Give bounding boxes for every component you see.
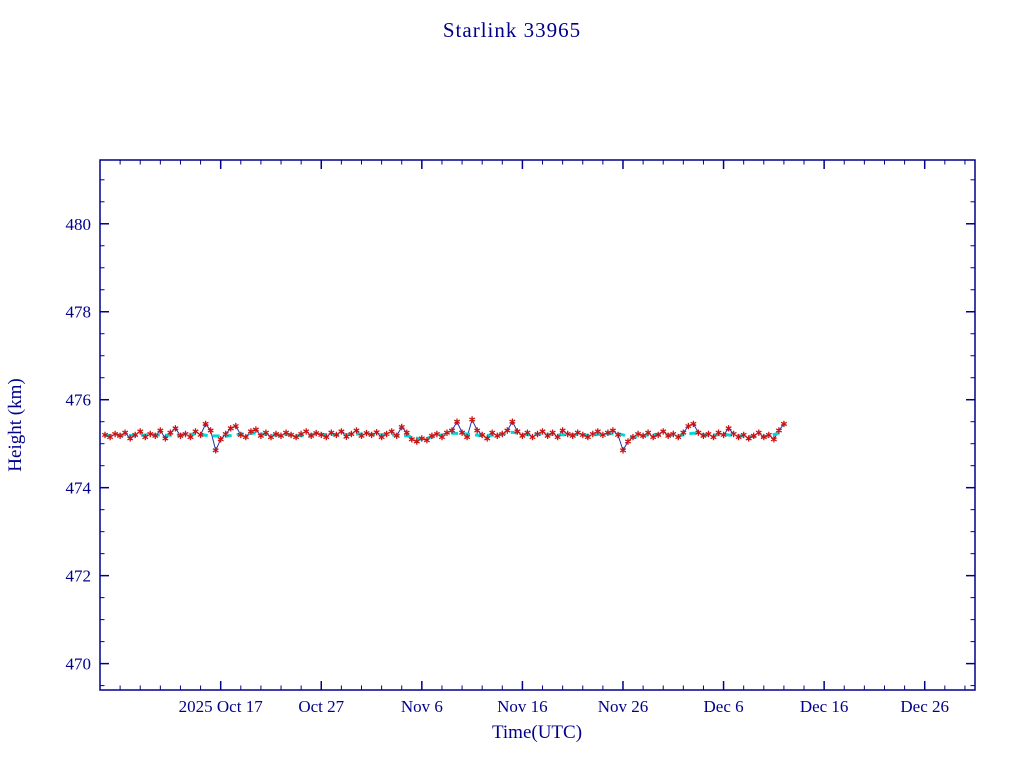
svg-text:Dec 16: Dec 16 <box>800 697 849 716</box>
plot-frame <box>99 159 976 691</box>
svg-text:478: 478 <box>66 303 92 322</box>
svg-text:Nov 6: Nov 6 <box>401 697 443 716</box>
svg-text:476: 476 <box>66 391 92 410</box>
axis-tick-labels: 470 472 474 476 478 480 2025 Oct 17 Oct 27 Nov 6… <box>66 215 950 716</box>
svg-text:Dec 6: Dec 6 <box>704 697 744 716</box>
x-axis-label: Time(UTC) <box>492 722 582 743</box>
svg-text:Oct 27: Oct 27 <box>298 697 344 716</box>
svg-text:2025 Oct 17: 2025 Oct 17 <box>179 697 264 716</box>
svg-text:Nov 16: Nov 16 <box>497 697 548 716</box>
y-axis-label: Height (km) <box>5 378 26 471</box>
axis-ticks <box>99 160 975 690</box>
svg-text:Nov 26: Nov 26 <box>598 697 649 716</box>
svg-text:474: 474 <box>66 479 92 498</box>
chart-title: Starlink 33965 <box>443 18 581 42</box>
svg-text:480: 480 <box>66 215 92 234</box>
svg-text:470: 470 <box>66 655 92 674</box>
svg-text:472: 472 <box>66 567 92 586</box>
svg-text:Dec 26: Dec 26 <box>900 697 949 716</box>
data-series <box>101 416 788 454</box>
